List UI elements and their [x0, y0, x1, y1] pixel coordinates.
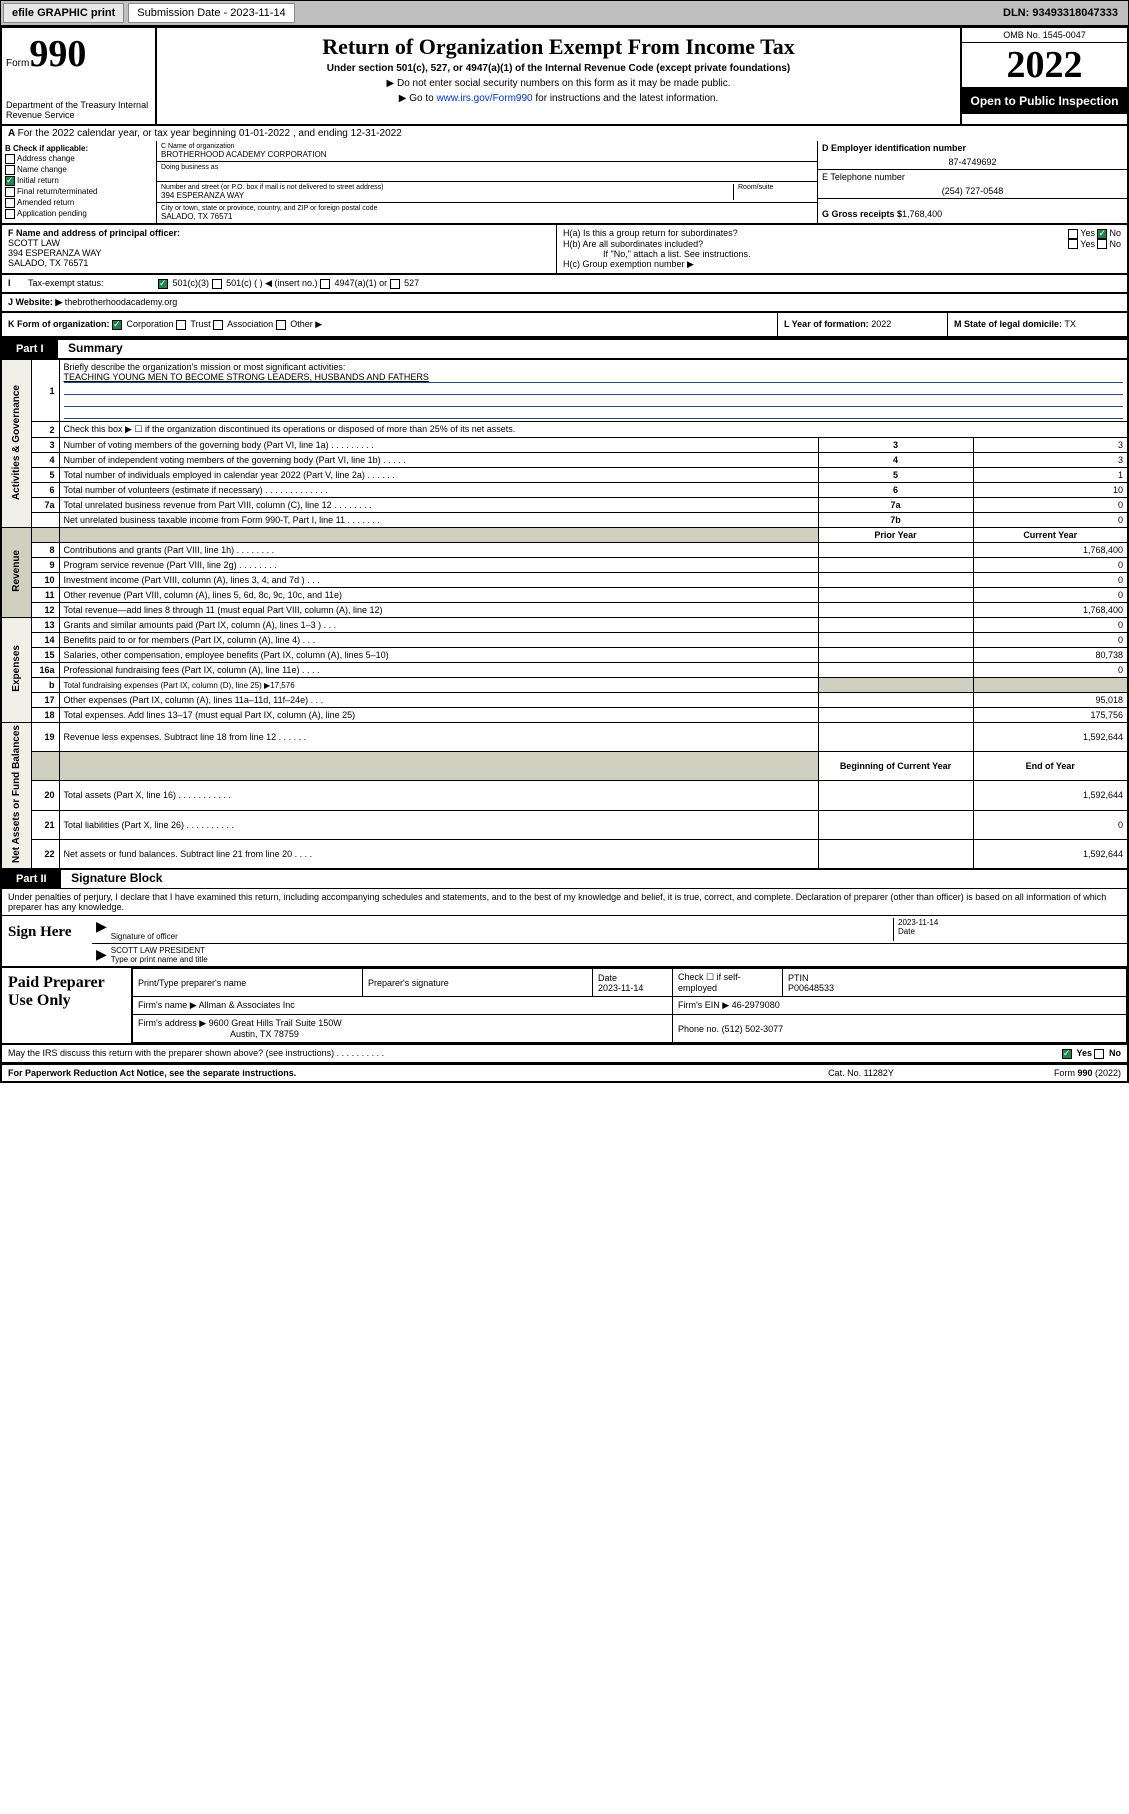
signature-block: Under penalties of perjury, I declare th…	[0, 889, 1129, 968]
side-revenue: Revenue	[11, 550, 22, 592]
top-bar: efile GRAPHIC print Submission Date - 20…	[0, 0, 1129, 26]
state-domicile: TX	[1064, 319, 1076, 329]
city-state-zip: SALADO, TX 76571	[161, 212, 813, 221]
section-i: I Tax-exempt status: 501(c)(3) 501(c) ( …	[0, 275, 1129, 294]
firm-phone: (512) 502-3077	[722, 1024, 784, 1034]
org-name: BROTHERHOOD ACADEMY CORPORATION	[161, 150, 813, 159]
website: thebrotherhoodacademy.org	[65, 297, 177, 307]
note-link: ▶ Go to www.irs.gov/Form990 for instruct…	[163, 93, 954, 104]
firm-ein: 46-2979080	[732, 1000, 780, 1010]
form-label: Form	[6, 58, 29, 69]
dln: DLN: 93493318047333	[1003, 7, 1126, 19]
part2-tab: Part II	[2, 870, 61, 888]
section-b-to-g: B Check if applicable: Address change Na…	[0, 141, 1129, 225]
discuss-yes-check[interactable]	[1062, 1049, 1072, 1059]
omb-number: OMB No. 1545-0047	[962, 28, 1127, 43]
mission-text: TEACHING YOUNG MEN TO BECOME STRONG LEAD…	[64, 372, 1124, 383]
501c3-check[interactable]	[158, 279, 168, 289]
sign-here-label: Sign Here	[2, 916, 92, 966]
period-row: A For the 2022 calendar year, or tax yea…	[0, 126, 1129, 141]
perjury-declaration: Under penalties of perjury, I declare th…	[2, 889, 1127, 916]
irs-link[interactable]: www.irs.gov/Form990	[436, 93, 532, 104]
part1-title: Summary	[68, 341, 123, 355]
corp-check[interactable]	[112, 320, 122, 330]
form-ref: Form 990 (2022)	[961, 1068, 1121, 1078]
ptin: P00648533	[788, 983, 834, 993]
prep-date: 2023-11-14	[598, 983, 643, 993]
tax-year: 2022	[962, 43, 1127, 88]
form-subtitle: Under section 501(c), 527, or 4947(a)(1)…	[163, 63, 954, 74]
address: 394 ESPERANZA WAY	[161, 191, 733, 200]
pra-notice: For Paperwork Reduction Act Notice, see …	[8, 1068, 761, 1078]
efile-btn[interactable]: efile GRAPHIC print	[3, 3, 124, 23]
summary-table: Activities & Governance 1 Briefly descri…	[0, 359, 1129, 870]
part1-tab: Part I	[2, 340, 58, 358]
form-number: 990	[29, 33, 86, 75]
section-b: B Check if applicable: Address change Na…	[2, 141, 157, 223]
side-governance: Activities & Governance	[11, 385, 22, 500]
side-netassets: Net Assets or Fund Balances	[11, 725, 22, 863]
section-f-h: F Name and address of principal officer:…	[0, 225, 1129, 275]
paid-preparer: Paid Preparer Use Only Print/Type prepar…	[0, 968, 1129, 1045]
section-k-l-m: K Form of organization: Corporation Trus…	[0, 313, 1129, 338]
ha-no-check[interactable]	[1097, 229, 1107, 239]
cat-no: Cat. No. 11282Y	[761, 1068, 961, 1078]
officer-name-title: SCOTT LAW PRESIDENT	[111, 946, 208, 955]
sig-date: 2023-11-14	[898, 918, 1123, 927]
gross-receipts: 1,768,400	[902, 209, 942, 219]
officer-name: SCOTT LAW	[8, 238, 550, 248]
paid-preparer-label: Paid Preparer Use Only	[2, 968, 132, 1043]
side-expenses: Expenses	[11, 645, 22, 692]
firm-name: Allman & Associates Inc	[199, 1000, 295, 1010]
submission-date: Submission Date - 2023-11-14	[128, 3, 294, 23]
phone: (254) 727-0548	[822, 182, 1123, 196]
initial-return-check[interactable]	[5, 176, 15, 186]
form-header: Form990 Department of the Treasury Inter…	[0, 26, 1129, 126]
year-formation: 2022	[871, 319, 891, 329]
note-ssn: ▶ Do not enter social security numbers o…	[163, 78, 954, 89]
discuss-row: May the IRS discuss this return with the…	[0, 1045, 1129, 1064]
form-title: Return of Organization Exempt From Incom…	[163, 34, 954, 60]
part2-title: Signature Block	[71, 871, 162, 885]
dept-treasury: Department of the Treasury Internal Reve…	[6, 100, 151, 120]
open-public: Open to Public Inspection	[962, 88, 1127, 114]
section-j: J Website: ▶ thebrotherhoodacademy.org	[0, 294, 1129, 313]
ein: 87-4749692	[822, 153, 1123, 167]
firm-address: 9600 Great Hills Trail Suite 150W	[209, 1018, 342, 1028]
